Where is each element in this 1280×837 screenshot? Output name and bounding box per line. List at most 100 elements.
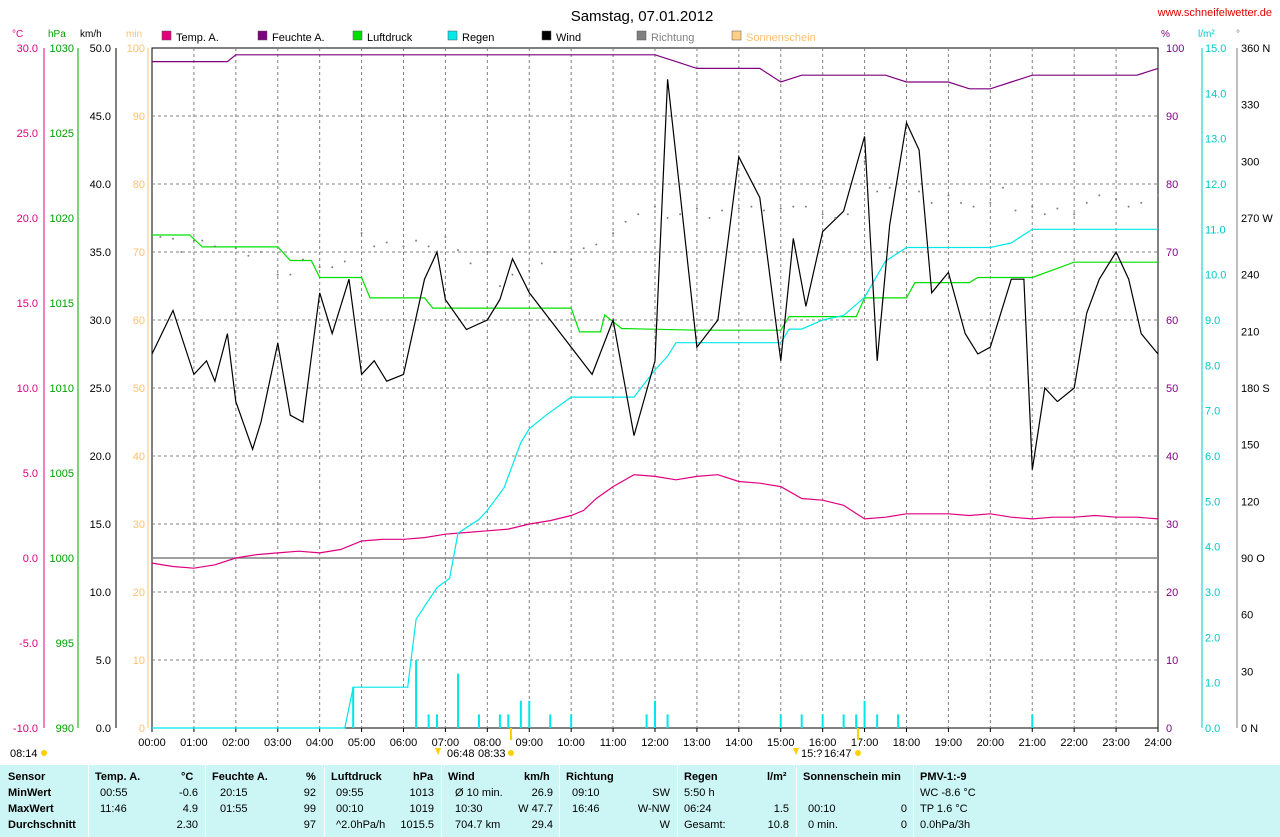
- hum-tick-0: 100: [1166, 43, 1184, 55]
- direction-point-26: [511, 273, 514, 276]
- direction-point-25: [498, 285, 501, 287]
- rain-bar-10: [549, 714, 552, 728]
- rain-bar-23: [1031, 714, 1034, 728]
- temp-tick-3: 15.0: [17, 298, 38, 310]
- hdr-temp: Temp. A.: [95, 771, 141, 783]
- direction-point-63: [1031, 205, 1034, 208]
- rain-tick-2: 13.0: [1205, 134, 1226, 146]
- direction-point-19: [415, 239, 418, 242]
- legend-label-5: Richtung: [651, 32, 694, 44]
- direction-point-30: [570, 258, 573, 261]
- sunset-time: 15:?: [801, 748, 822, 760]
- stats-cell-dir_t: 16:46: [572, 803, 600, 815]
- direction-point-11: [301, 258, 304, 261]
- dir-tick-3: 270 W: [1241, 213, 1273, 225]
- direction-point-44: [762, 209, 765, 212]
- wind-tick-3: 35.0: [90, 247, 111, 259]
- rain-bar-9: [528, 700, 531, 728]
- stats-cell-pmv: TP 1.6 °C: [920, 803, 968, 815]
- time-tick-9: 09:00: [515, 737, 543, 749]
- chart-grid: [151, 47, 1159, 729]
- temp-tick-4: 10.0: [17, 383, 38, 395]
- wind-tick-6: 20.0: [90, 451, 111, 463]
- hum-tick-8: 20: [1166, 587, 1178, 599]
- direction-point-9: [276, 273, 279, 276]
- direction-point-48: [821, 213, 824, 216]
- weather-chart: Samstag, 07.01.2012 www.schneifelwetter.…: [10, 7, 1274, 760]
- time-tick-19: 19:00: [935, 737, 963, 749]
- dusk-time: 16:47: [824, 748, 852, 760]
- stats-cell-press_v: 1015.5: [400, 819, 434, 831]
- legend-label-0: Temp. A.: [176, 32, 219, 44]
- series-line-2: [152, 234, 1158, 333]
- direction-point-16: [373, 245, 376, 248]
- chart-legend: Temp. A. Feuchte A. Luftdruck Regen Wind Rich…: [161, 30, 816, 44]
- hum-tick-9: 10: [1166, 655, 1178, 667]
- direction-point-34: [624, 220, 627, 223]
- dir-tick-8: 120: [1241, 496, 1259, 508]
- direction-point-55: [918, 190, 921, 193]
- direction-point-17: [385, 241, 388, 244]
- temp-tick-7: -5.0: [19, 638, 38, 650]
- direction-point-60: [989, 201, 992, 204]
- legend-label-2: Luftdruck: [367, 32, 413, 44]
- stats-cell-sun_t: 00:10: [808, 803, 836, 815]
- stats-cell-rain_t: 5:50 h: [684, 787, 715, 799]
- sun-tick-1: 90: [133, 111, 145, 123]
- wind-tick-4: 30.0: [90, 315, 111, 327]
- sun-tick-0: 100: [127, 43, 145, 55]
- sun-left-time: 08:14: [10, 748, 38, 760]
- press-tick-1: 1025: [50, 128, 74, 140]
- direction-point-1: [171, 237, 174, 240]
- series-line-4: [151, 79, 1159, 470]
- time-tick-2: 02:00: [222, 737, 250, 749]
- hdr-rain-unit: l/m²: [767, 771, 787, 783]
- unit-pressure: hPa: [48, 29, 66, 40]
- direction-point-5: [213, 245, 216, 248]
- press-tick-8: 990: [56, 723, 74, 735]
- rain-tick-1: 14.0: [1205, 88, 1226, 100]
- direction-point-21: [444, 235, 447, 238]
- press-tick-6: 1000: [50, 553, 74, 565]
- time-tick-6: 06:00: [390, 737, 418, 749]
- wind-tick-9: 5.0: [96, 655, 111, 667]
- sun-events: 08:14 06:48 08:33 15:? 16:47: [10, 728, 861, 760]
- direction-point-18: [402, 245, 405, 248]
- direction-point-41: [721, 209, 724, 212]
- stats-cell-hum_v: 97: [303, 819, 316, 831]
- temp-tick-8: -10.0: [13, 723, 38, 735]
- time-tick-22: 22:00: [1060, 737, 1088, 749]
- stats-cell-press_t: 00:10: [336, 803, 364, 815]
- press-tick-0: 1030: [50, 43, 74, 55]
- stats-row: Durchschnitt 2.30 97 ^2.0hPa/h 1015.5 704.7 k…: [0, 819, 1280, 834]
- unit-humidity: %: [1161, 29, 1170, 40]
- direction-point-42: [737, 207, 740, 210]
- direction-point-20: [427, 245, 430, 248]
- stats-cell-press_v: 1019: [409, 803, 434, 815]
- rain-tick-8: 7.0: [1205, 406, 1220, 418]
- direction-point-70: [1127, 205, 1130, 208]
- hdr-temp-unit: °C: [181, 771, 194, 783]
- rain-bar-2: [427, 714, 430, 728]
- dir-tick-2: 300: [1241, 156, 1259, 168]
- stats-cell-rain_t: 06:24: [684, 803, 712, 815]
- dir-tick-4: 240: [1241, 270, 1259, 282]
- sun-tick-9: 10: [133, 655, 145, 667]
- direction-point-49: [834, 217, 837, 219]
- hdr-wind-unit: km/h: [524, 771, 550, 783]
- hdr-dir: Richtung: [566, 771, 614, 783]
- time-tick-20: 20:00: [977, 737, 1005, 749]
- stats-cell-sun_v: 0: [900, 819, 907, 831]
- press-tick-3: 1015: [50, 298, 74, 310]
- sunrise-time: 08:33: [478, 748, 506, 760]
- direction-point-61: [1001, 186, 1004, 189]
- direction-point-23: [469, 262, 472, 265]
- stats-row: MinWert 00:55 -0.6 20:15 92 09:55 1013 Ø 10 min…: [0, 787, 1280, 802]
- press-tick-2: 1020: [50, 213, 74, 225]
- legend-swatch-5: [636, 30, 647, 41]
- dir-tick-12: 0 N: [1241, 723, 1258, 735]
- direction-point-46: [792, 205, 795, 208]
- stats-cell-label: Durchschnitt: [8, 819, 76, 831]
- rain-tick-10: 5.0: [1205, 496, 1220, 508]
- time-tick-24: 24:00: [1144, 737, 1172, 749]
